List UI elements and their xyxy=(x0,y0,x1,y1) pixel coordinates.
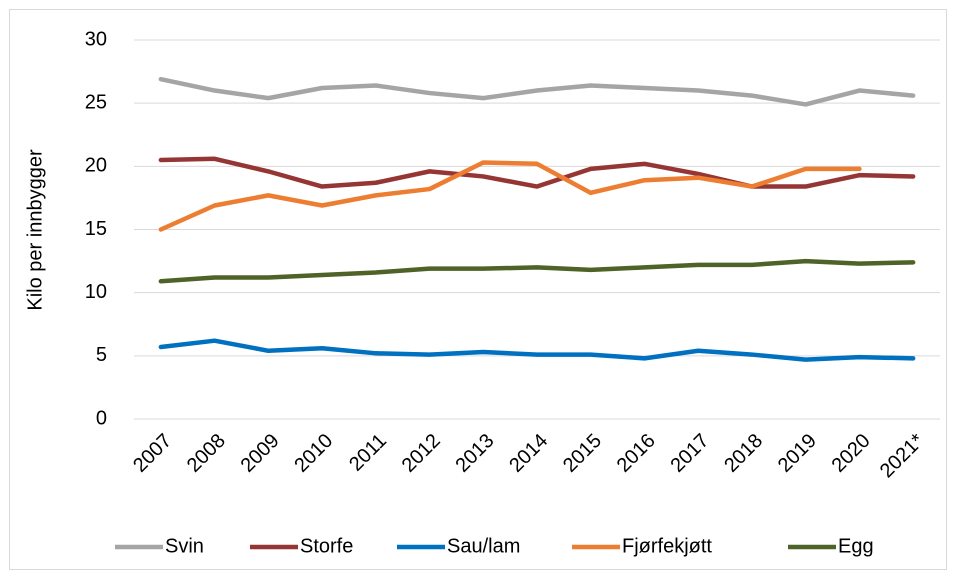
legend-label: Egg xyxy=(838,535,874,557)
legend-label: Fjørfekjøtt xyxy=(622,535,712,557)
y-tick-label: 30 xyxy=(85,28,107,50)
legend-label: Sau/lam xyxy=(447,535,520,557)
legend-label: Svin xyxy=(165,535,204,557)
y-tick-label: 20 xyxy=(85,155,107,177)
y-tick-label: 10 xyxy=(85,281,107,303)
y-axis-title: Kilo per innbygger xyxy=(24,149,46,311)
y-tick-label: 0 xyxy=(96,407,107,429)
series-line xyxy=(158,156,916,189)
series-line xyxy=(158,258,916,284)
series-line xyxy=(158,160,862,232)
series-line xyxy=(158,338,916,362)
y-tick-label: 25 xyxy=(85,91,107,113)
chart-frame xyxy=(9,9,947,570)
y-tick-label: 5 xyxy=(96,344,107,366)
series-line xyxy=(158,76,916,107)
legend-label: Storfe xyxy=(300,535,353,557)
y-tick-label: 15 xyxy=(85,218,107,240)
